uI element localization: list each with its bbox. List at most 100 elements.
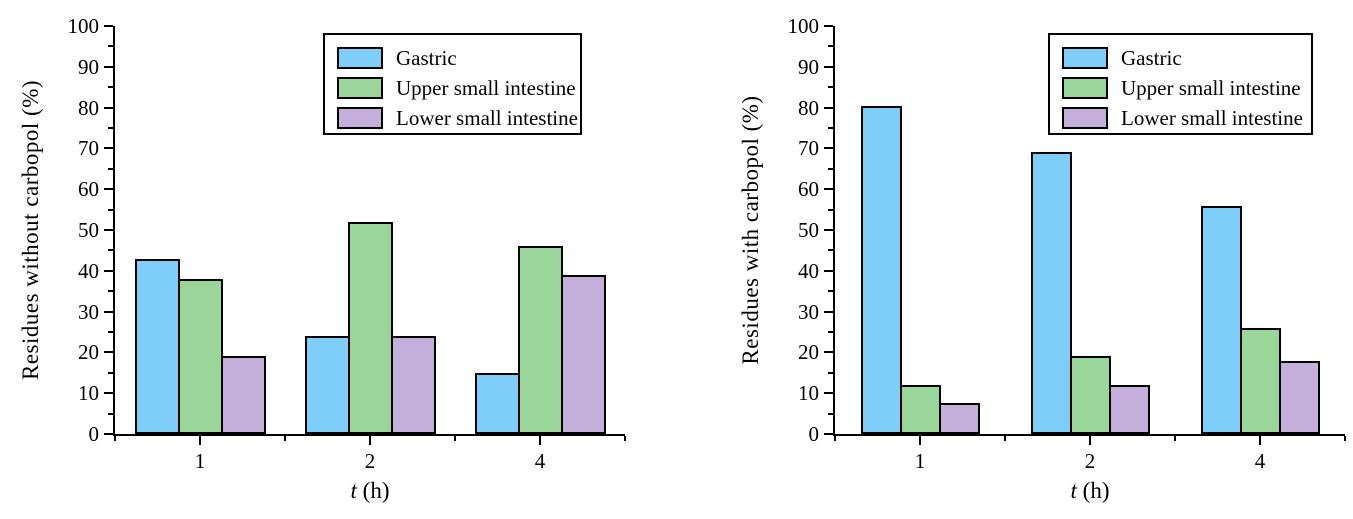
legend-label: Lower small intestine <box>1121 106 1303 130</box>
x-axis-major-tick <box>539 436 541 445</box>
chart-residues-with-carbopol: Residues with carbopol (%) t (h) 0 10 20 30… <box>738 14 1346 503</box>
bar-gastric-1h <box>860 105 902 434</box>
legend: Gastric Upper small intestine Lower small … <box>323 33 582 135</box>
legend-label: Upper small intestine <box>396 76 576 100</box>
y-axis-major-tick <box>104 310 113 313</box>
y-axis-title: Residues without carbopol (%) <box>18 79 43 381</box>
legend-label: Lower small intestine <box>396 106 578 130</box>
x-axis-minor-tick <box>114 436 116 441</box>
y-axis-minor-tick <box>828 167 833 170</box>
y-axis-major-tick <box>104 229 113 231</box>
y-axis-minor-tick <box>828 86 833 89</box>
y-axis-major-tick <box>104 188 113 191</box>
y-axis-tick-label: 70 <box>78 136 99 161</box>
y-axis-major-tick <box>824 147 833 150</box>
x-axis-minor-tick <box>834 436 836 441</box>
x-axis-title: t (h) <box>1071 478 1110 504</box>
y-axis-major-tick <box>824 310 833 313</box>
x-axis-title-unit: (h) <box>356 478 390 503</box>
x-axis-minor-tick <box>1004 436 1006 441</box>
x-axis-title-variable: t <box>350 478 357 503</box>
y-axis-major-tick <box>824 188 833 191</box>
x-axis-title: t (h) <box>351 478 390 504</box>
y-axis-tick-label: 40 <box>798 258 819 283</box>
x-axis-major-tick <box>369 436 371 445</box>
y-axis-minor-tick <box>828 45 833 48</box>
y-axis-major-tick <box>824 25 833 27</box>
legend-swatch-gastric <box>1062 47 1108 69</box>
legend-item-lower-small-intestine: Lower small intestine <box>337 103 580 133</box>
y-axis-tick-label: 50 <box>798 218 819 242</box>
bar-lower-small-intestine-1h <box>220 356 266 434</box>
y-axis-tick-label: 30 <box>798 299 819 324</box>
x-axis-tick-label: 1 <box>914 449 926 473</box>
y-axis-tick-label: 90 <box>78 54 99 79</box>
y-axis-tick-label: 20 <box>798 340 819 365</box>
y-axis-major-tick <box>824 433 833 435</box>
y-axis-major-tick <box>824 229 833 231</box>
y-axis-tick-label: 10 <box>798 381 819 406</box>
y-axis-tick-label: 50 <box>78 218 99 242</box>
bar-upper-small-intestine-2h <box>1069 356 1111 434</box>
y-axis-major-tick <box>824 351 833 354</box>
bar-gastric-4h <box>474 372 520 434</box>
x-axis-tick-label: 4 <box>1254 449 1266 473</box>
y-axis-tick-label: 80 <box>798 95 819 120</box>
y-axis-minor-tick <box>108 45 113 48</box>
x-axis-major-tick <box>1089 436 1091 445</box>
y-axis-minor-tick <box>108 208 113 211</box>
y-axis-major-tick <box>104 351 113 354</box>
bar-gastric-2h <box>304 336 350 434</box>
bar-lower-small-intestine-2h <box>1108 385 1150 434</box>
y-axis-minor-tick <box>828 208 833 211</box>
y-axis-major-tick <box>824 269 833 272</box>
y-axis-minor-tick <box>108 127 113 129</box>
y-axis-title: Residues with carbopol (%) <box>738 95 763 365</box>
y-axis-major-tick <box>104 147 113 150</box>
y-axis-tick-label: 100 <box>787 14 820 38</box>
bar-upper-small-intestine-2h <box>347 221 393 434</box>
legend-item-gastric: Gastric <box>337 43 580 73</box>
y-axis-tick-label: 20 <box>78 340 99 365</box>
y-axis-minor-tick <box>828 331 833 333</box>
legend-item-lower-small-intestine: Lower small intestine <box>1062 103 1311 133</box>
x-axis-minor-tick <box>284 436 286 441</box>
legend-item-upper-small-intestine: Upper small intestine <box>337 73 580 103</box>
legend-swatch-upper-small-intestine <box>1062 77 1108 99</box>
y-axis-major-tick <box>104 65 113 68</box>
y-axis-minor-tick <box>108 167 113 170</box>
x-axis-title-variable: t <box>1070 478 1077 503</box>
y-axis-major-tick <box>824 392 833 395</box>
y-axis-minor-tick <box>108 331 113 333</box>
y-axis-minor-tick <box>828 127 833 129</box>
x-axis-title-unit: (h) <box>1076 478 1110 503</box>
x-axis-major-tick <box>1259 436 1261 445</box>
y-axis-major-tick <box>104 106 113 109</box>
y-axis-major-tick <box>104 433 113 435</box>
bar-lower-small-intestine-2h <box>390 336 436 434</box>
legend-swatch-lower-small-intestine <box>1062 107 1108 129</box>
bar-gastric-4h <box>1200 205 1242 434</box>
legend-swatch-gastric <box>337 47 383 69</box>
y-axis-tick-label: 10 <box>78 381 99 406</box>
y-axis-minor-tick <box>108 412 113 415</box>
bar-upper-small-intestine-4h <box>517 246 563 434</box>
y-axis-major-tick <box>104 25 113 27</box>
x-axis-tick-label: 2 <box>364 449 376 473</box>
bar-gastric-2h <box>1030 152 1072 434</box>
bar-gastric-1h <box>134 258 180 434</box>
y-axis-tick-label: 60 <box>78 177 99 202</box>
y-axis-tick-label: 60 <box>798 177 819 202</box>
y-axis-minor-tick <box>108 86 113 89</box>
y-axis-tick-label: 0 <box>808 422 820 446</box>
legend: Gastric Upper small intestine Lower small … <box>1048 33 1313 135</box>
legend-label: Gastric <box>1121 46 1182 70</box>
legend-label: Upper small intestine <box>1121 76 1301 100</box>
y-axis-minor-tick <box>828 249 833 252</box>
x-axis-minor-tick <box>1344 436 1346 441</box>
legend-item-gastric: Gastric <box>1062 43 1311 73</box>
y-axis-tick-label: 100 <box>67 14 100 38</box>
y-axis-minor-tick <box>108 249 113 252</box>
legend-label: Gastric <box>396 46 457 70</box>
y-axis-major-tick <box>104 269 113 272</box>
